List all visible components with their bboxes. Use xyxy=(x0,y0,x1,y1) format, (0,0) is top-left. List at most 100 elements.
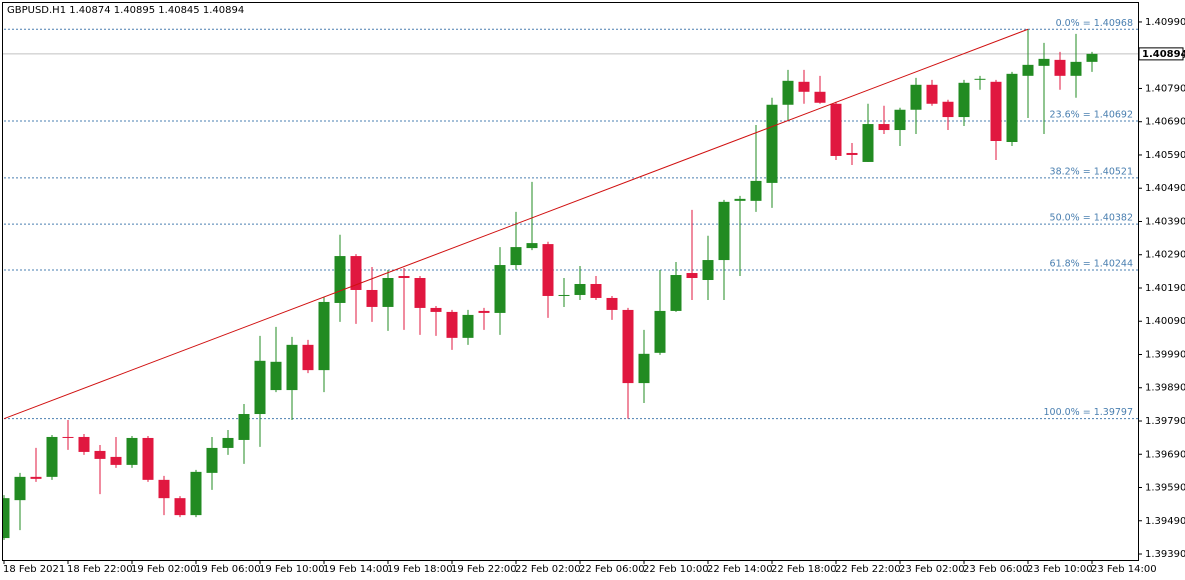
candle-body xyxy=(430,307,442,312)
y-tick-label: 1.40290 xyxy=(1145,250,1185,261)
candle-body xyxy=(974,78,986,80)
fib-label: 38.2% = 1.40521 xyxy=(1050,166,1133,177)
candle-body xyxy=(830,103,842,156)
x-tick-label: 19 Feb 02:00 xyxy=(131,564,197,575)
candle-body xyxy=(590,283,602,298)
y-tick-label: 1.40490 xyxy=(1145,183,1185,194)
y-tick-label: 1.40390 xyxy=(1145,216,1185,227)
x-tick-label: 22 Feb 18:00 xyxy=(771,564,837,575)
candle-body xyxy=(622,309,634,384)
candle-body xyxy=(270,361,282,391)
candle-body xyxy=(398,276,410,279)
x-tick-label: 22 Feb 22:00 xyxy=(835,564,901,575)
y-tick-label: 1.40090 xyxy=(1145,316,1185,327)
x-tick-label: 22 Feb 02:00 xyxy=(515,564,581,575)
candle-body xyxy=(686,273,698,279)
y-tick-label: 1.39690 xyxy=(1145,449,1185,460)
x-tick-label: 19 Feb 06:00 xyxy=(195,564,261,575)
y-tick-label: 1.39490 xyxy=(1145,516,1185,527)
candle-body xyxy=(718,201,730,261)
candle-body xyxy=(574,283,586,295)
candle-body xyxy=(1038,58,1050,66)
candle-body xyxy=(862,124,874,162)
candle-body xyxy=(702,260,714,281)
x-tick-label: 22 Feb 06:00 xyxy=(579,564,645,575)
y-tick-label: 1.39990 xyxy=(1145,349,1185,360)
y-tick-label: 1.39390 xyxy=(1145,549,1185,560)
fib-trend-line xyxy=(3,28,1029,420)
x-tick-label: 22 Feb 10:00 xyxy=(643,564,709,575)
chart-title: GBPUSD.H1 1.40874 1.40895 1.40845 1.4089… xyxy=(7,5,244,16)
candle-body xyxy=(1086,53,1098,62)
candle-body xyxy=(990,81,1002,142)
candle-body xyxy=(798,81,810,92)
candle-body xyxy=(158,479,170,499)
candle-body xyxy=(606,297,618,310)
plot-frame xyxy=(2,2,1139,561)
x-tick-label: 23 Feb 10:00 xyxy=(1027,564,1093,575)
candle-body xyxy=(494,265,506,313)
y-tick-label: 1.39790 xyxy=(1145,416,1185,427)
x-tick-label: 23 Feb 14:00 xyxy=(1091,564,1157,575)
last-price-label: 1.40894 xyxy=(1142,49,1185,60)
y-tick-label: 1.39590 xyxy=(1145,483,1185,494)
fib-label: 23.6% = 1.40692 xyxy=(1050,110,1133,121)
x-tick-label: 23 Feb 06:00 xyxy=(963,564,1029,575)
candle-body xyxy=(190,471,202,516)
y-tick-label: 1.40790 xyxy=(1145,83,1185,94)
candle-body xyxy=(510,247,522,266)
candle-body xyxy=(1070,61,1082,76)
candle-body xyxy=(222,437,234,448)
candle-body xyxy=(814,91,826,103)
y-tick-label: 1.40590 xyxy=(1145,150,1185,161)
candle-body xyxy=(254,360,266,415)
candle-body xyxy=(302,344,314,371)
candle-body xyxy=(318,301,330,371)
candle-body xyxy=(174,498,186,516)
candle-body xyxy=(670,275,682,311)
candle-body xyxy=(46,436,58,477)
candle-body xyxy=(286,344,298,391)
fib-label: 61.8% = 1.40244 xyxy=(1050,259,1133,270)
candle-body xyxy=(558,294,570,296)
candle-body xyxy=(910,84,922,110)
candle-body xyxy=(542,244,554,296)
candle-body xyxy=(478,310,490,313)
candle-body xyxy=(414,278,426,308)
candle-body xyxy=(94,450,106,459)
x-tick-label: 19 Feb 18:00 xyxy=(387,564,453,575)
candle-body xyxy=(526,243,538,249)
fib-label: 100.0% = 1.39797 xyxy=(1043,407,1133,418)
candle-body xyxy=(926,84,938,104)
candle-body xyxy=(126,437,138,465)
y-tick-label: 1.39890 xyxy=(1145,383,1185,394)
x-tick-label: 19 Feb 14:00 xyxy=(323,564,389,575)
y-tick-label: 1.40690 xyxy=(1145,117,1185,128)
candle-body xyxy=(958,82,970,118)
candle-body xyxy=(750,180,762,201)
candle-body xyxy=(206,447,218,473)
candle-body xyxy=(110,456,122,465)
plot-area xyxy=(3,28,1138,541)
x-tick-label: 22 Feb 14:00 xyxy=(707,564,773,575)
candle-body xyxy=(462,314,474,338)
candle-body xyxy=(766,104,778,183)
y-tick-label: 1.40190 xyxy=(1145,283,1185,294)
fib-label: 50.0% = 1.40382 xyxy=(1050,213,1133,224)
candle-body xyxy=(446,311,458,338)
candle-body xyxy=(62,436,74,438)
candle-body xyxy=(846,152,858,155)
candle-body xyxy=(654,310,666,353)
candle-body xyxy=(3,498,10,539)
candle-body xyxy=(238,414,250,440)
candle-body xyxy=(734,198,746,201)
y-tick-label: 1.40990 xyxy=(1145,17,1185,28)
candle-body xyxy=(1006,73,1018,143)
candle-body xyxy=(878,124,890,131)
candle-body xyxy=(366,289,378,307)
x-tick-label: 19 Feb 22:00 xyxy=(451,564,517,575)
candle-body xyxy=(382,278,394,307)
candle-body xyxy=(782,80,794,105)
